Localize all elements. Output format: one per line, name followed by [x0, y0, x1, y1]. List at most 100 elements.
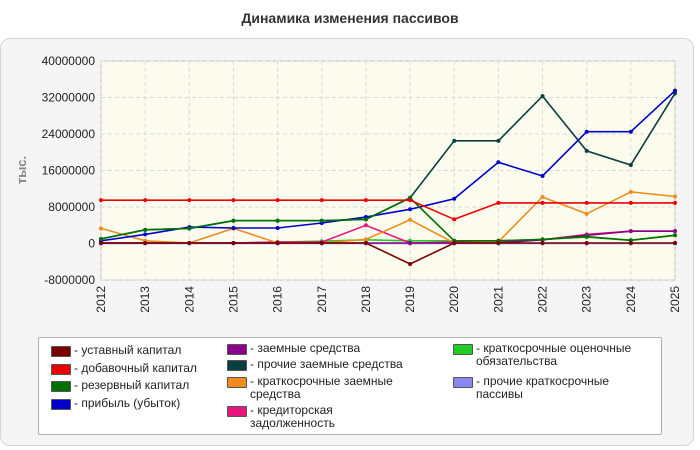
data-point: [540, 194, 545, 199]
y-tick-label: 32000000: [42, 91, 96, 105]
legend-swatch: [51, 364, 71, 375]
x-tick-label: 2025: [668, 286, 682, 313]
data-point: [540, 173, 545, 178]
data-point: [99, 236, 103, 241]
legend-item: - прочие заемные средства: [227, 358, 420, 371]
data-point: [628, 163, 633, 168]
legend-swatch: [227, 406, 247, 417]
data-point: [275, 225, 280, 230]
x-tick-label: 2016: [271, 286, 285, 313]
data-point: [363, 223, 368, 228]
series-line: [99, 198, 677, 222]
legend-item: - кредиторская задолженность: [227, 404, 420, 430]
legend-label: - резервный капитал: [74, 378, 190, 392]
data-point: [143, 198, 148, 203]
data-point: [584, 200, 589, 205]
legend-swatch: [51, 399, 71, 410]
data-point: [584, 241, 589, 246]
data-point: [408, 262, 413, 267]
x-tick-label: 2012: [94, 286, 108, 313]
chart-title: Динамика изменения пассивов: [241, 10, 459, 26]
data-point: [584, 129, 589, 134]
data-point: [452, 138, 457, 143]
y-tick-label: 24000000: [42, 127, 96, 141]
legend-label: - прочие заемные средства: [250, 357, 403, 371]
y-tick-label: 0: [88, 237, 95, 251]
data-point: [99, 226, 103, 231]
legend-item: - прочие краткосрочные пассивы: [453, 375, 646, 401]
data-point: [496, 200, 501, 205]
data-point: [187, 241, 192, 246]
legend-label: - прочие краткосрочные пассивы: [476, 374, 610, 401]
data-point: [408, 217, 413, 222]
y-tick-label: -8000000: [44, 273, 95, 287]
series-line: [99, 241, 677, 267]
y-tick-label: 8000000: [48, 200, 95, 214]
data-point: [99, 198, 103, 203]
y-axis: -8000000 0 8000000 16000000 24000000 32000000…: [42, 54, 96, 287]
x-tick-label: 2019: [403, 286, 417, 313]
y-axis-label: тыс.: [14, 156, 29, 184]
legend-swatch: [453, 377, 473, 388]
data-point: [584, 234, 589, 239]
data-point: [628, 129, 633, 134]
x-tick-label: 2020: [447, 286, 461, 313]
x-tick-label: 2021: [491, 286, 505, 313]
x-tick-label: 2024: [624, 286, 638, 313]
data-point: [275, 241, 280, 246]
series-path: [100, 196, 676, 242]
legend-item: - краткосрочные заемные средства: [227, 375, 420, 401]
data-point: [408, 207, 413, 212]
legend-label: - краткосрочные оценочные обязательства: [476, 341, 632, 368]
data-point: [452, 217, 457, 222]
data-point: [496, 241, 501, 246]
data-point: [319, 218, 324, 223]
legend-swatch: [227, 360, 247, 371]
data-point: [540, 241, 545, 246]
series-path: [100, 191, 676, 244]
x-tick-label: 2023: [580, 286, 594, 313]
legend-swatch: [51, 346, 71, 357]
legend-label: - прибыль (убыток): [74, 396, 181, 410]
data-point: [496, 160, 501, 165]
data-point: [187, 198, 192, 203]
data-point: [628, 189, 633, 194]
data-point: [143, 227, 148, 232]
data-point: [673, 233, 677, 238]
legend-item: - краткосрочные оценочные обязательства: [453, 342, 646, 368]
data-point: [673, 241, 677, 246]
x-tick-label: 2018: [359, 286, 373, 313]
data-point: [319, 241, 324, 246]
x-tick-label: 2015: [226, 286, 240, 313]
data-point: [673, 88, 677, 93]
data-point: [452, 241, 457, 246]
legend-item: - уставный капитал: [51, 344, 244, 357]
x-tick-label: 2022: [536, 286, 550, 313]
legend-item: - прибыль (убыток): [51, 397, 244, 410]
data-point: [231, 241, 236, 246]
data-point: [143, 241, 148, 246]
data-point: [319, 198, 324, 203]
data-point: [673, 200, 677, 205]
data-point: [275, 218, 280, 223]
data-point: [540, 200, 545, 205]
legend-item: - заемные средства: [227, 342, 420, 355]
legend-swatch: [453, 344, 473, 355]
data-point: [408, 241, 413, 246]
data-point: [628, 238, 633, 243]
data-point: [540, 237, 545, 242]
legend: - уставный капитал - добавочный капитал - …: [38, 337, 662, 435]
data-point: [363, 241, 368, 246]
data-point: [496, 138, 501, 143]
data-point: [363, 198, 368, 203]
data-point: [231, 225, 236, 230]
legend-label: - заемные средства: [250, 341, 361, 355]
legend-label: - краткосрочные заемные средства: [250, 374, 393, 401]
series-lines: [99, 88, 677, 267]
data-point: [673, 194, 677, 199]
legend-label: - добавочный капитал: [74, 361, 197, 375]
data-point: [628, 229, 633, 234]
data-point: [187, 226, 192, 231]
data-point: [231, 218, 236, 223]
